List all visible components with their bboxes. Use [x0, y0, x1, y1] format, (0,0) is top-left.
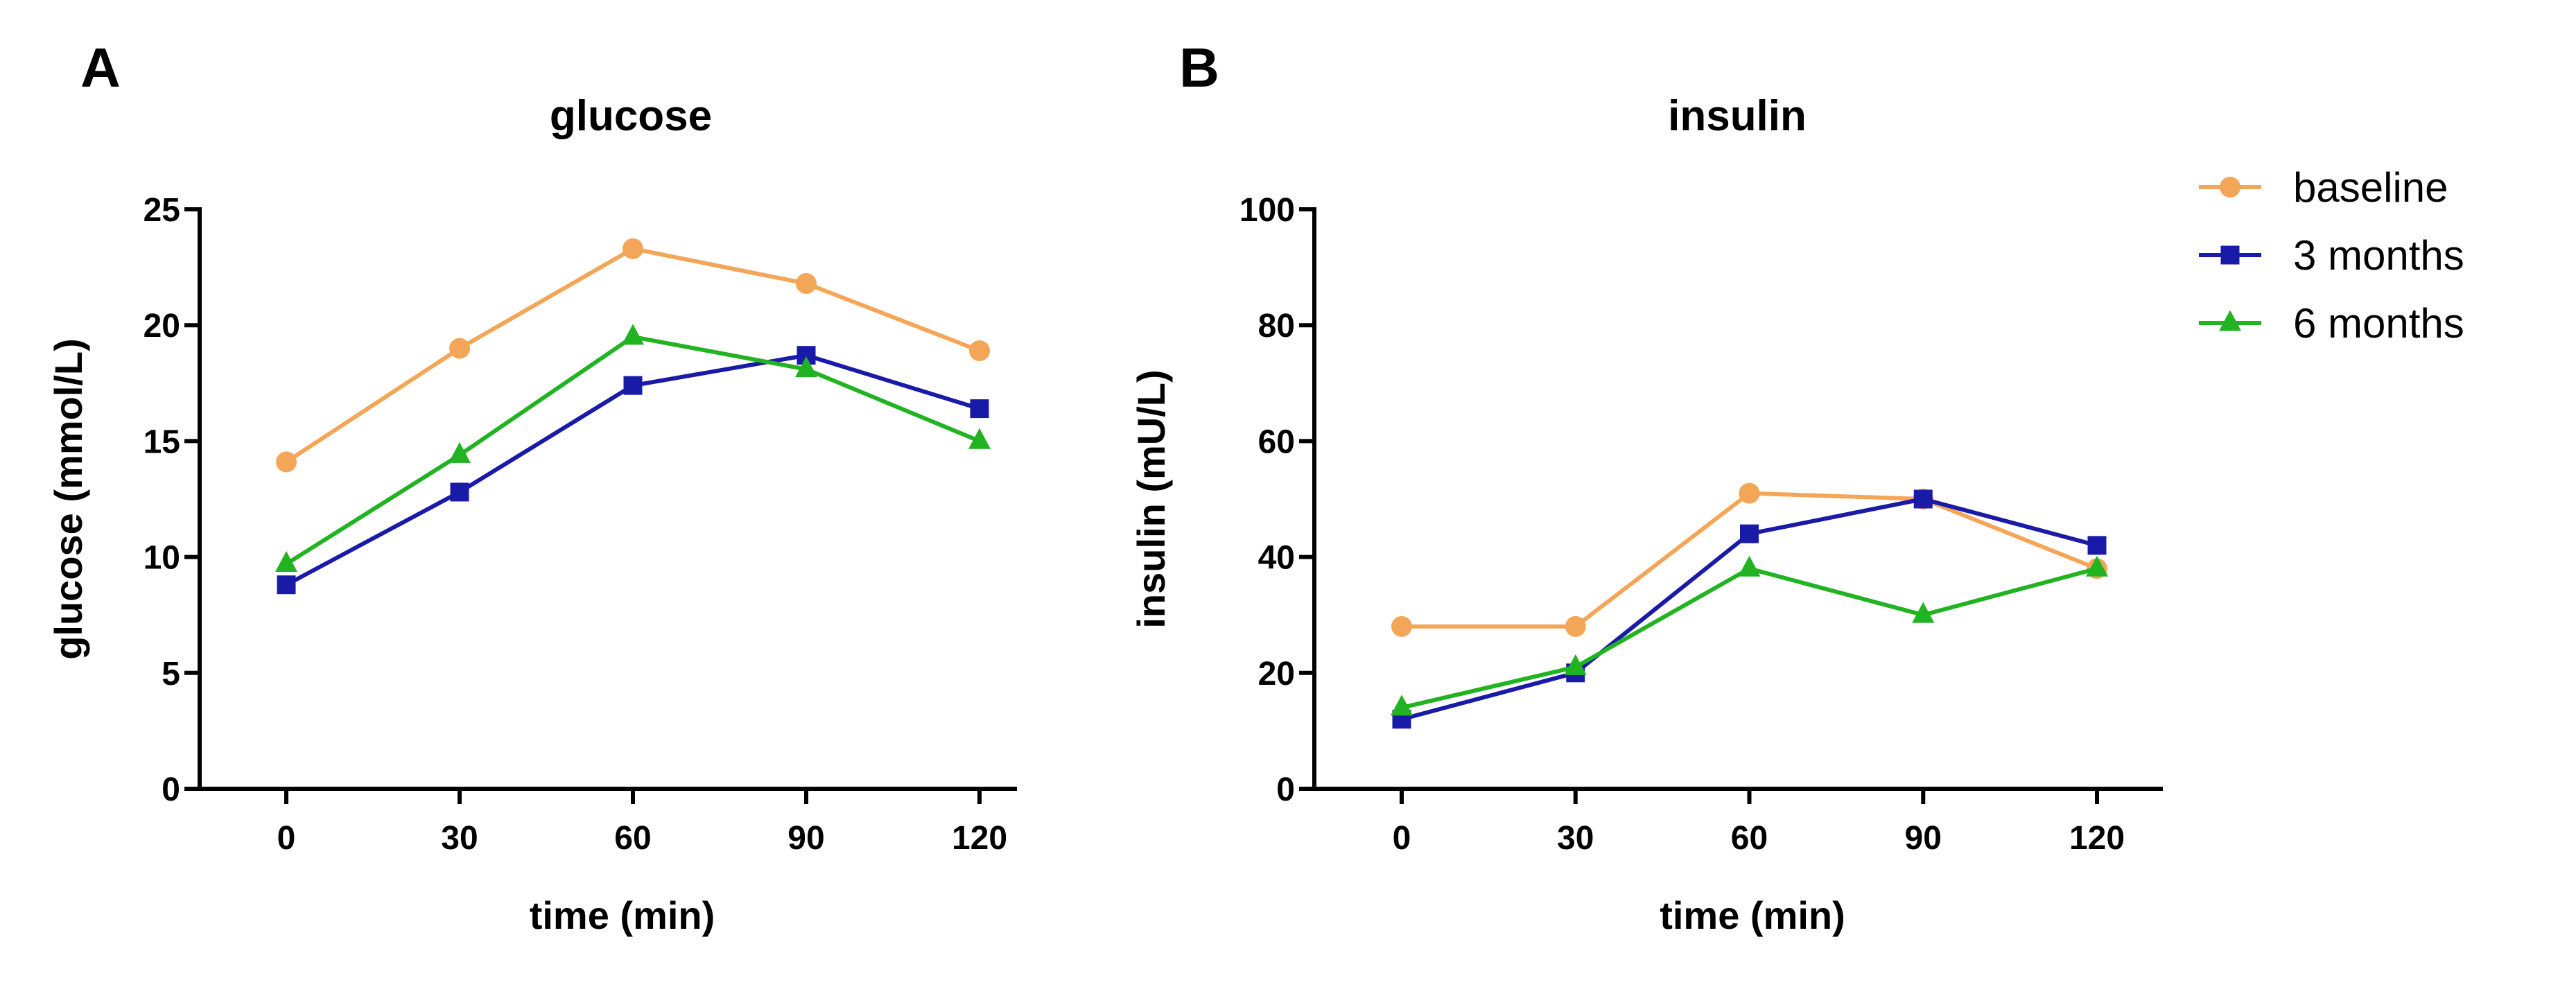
y-tick-label: 5 [162, 656, 180, 692]
data-point-3-months [623, 376, 643, 395]
data-point-baseline [1739, 482, 1760, 504]
y-axis-title: glucose (mmol/L) [46, 338, 90, 660]
legend-entry-6-months: 6 months [2199, 300, 2464, 347]
x-tick-label: 30 [441, 820, 478, 857]
data-point-baseline [1391, 615, 1412, 637]
x-tick-label: 120 [2069, 820, 2125, 857]
legend-label: 3 months [2293, 232, 2464, 279]
series-baseline [276, 238, 990, 473]
legend-marker-triangle [2219, 310, 2241, 331]
y-tick-label: 40 [1258, 540, 1295, 577]
legend-label: baseline [2293, 164, 2448, 211]
data-point-baseline [796, 273, 817, 295]
x-tick-label: 60 [1731, 820, 1768, 857]
series-3-months [277, 346, 989, 595]
x-axis-title: time (min) [530, 893, 715, 937]
series-line-baseline [285, 246, 981, 464]
data-point-3-months [1913, 489, 1933, 509]
data-point-6-months [968, 428, 991, 449]
data-point-baseline [449, 338, 470, 359]
series-line-6-months [1401, 566, 2098, 710]
x-tick-label: 90 [1905, 820, 1942, 857]
y-tick-label: 60 [1258, 423, 1295, 460]
data-point-6-months [795, 356, 817, 378]
data-point-3-months [970, 399, 989, 419]
panel-letter: A [80, 37, 121, 98]
series-6-months [275, 324, 991, 573]
data-point-6-months [275, 551, 297, 573]
y-tick-label: 80 [1258, 308, 1295, 344]
y-tick-label: 20 [1258, 656, 1295, 692]
data-point-baseline [623, 238, 643, 259]
legend-entry-3-months: 3 months [2199, 232, 2464, 279]
x-tick-label: 120 [952, 820, 1007, 857]
y-tick-label: 10 [143, 540, 180, 577]
y-axis-title: insulin (mU/L) [1129, 369, 1173, 628]
chart-title: insulin [1668, 92, 1807, 140]
data-point-6-months [1912, 602, 1935, 623]
legend-marker-square [2220, 245, 2240, 265]
data-point-6-months [1564, 654, 1587, 675]
data-point-3-months [277, 575, 296, 595]
data-point-baseline [969, 340, 990, 361]
legend-marker-circle [2220, 177, 2240, 198]
data-point-6-months [1391, 695, 1413, 716]
data-point-baseline [276, 451, 297, 473]
x-tick-label: 30 [1557, 820, 1594, 857]
x-tick-label: 0 [277, 820, 296, 857]
panel-letter: B [1179, 37, 1219, 98]
chart-title: glucose [550, 92, 712, 140]
y-tick-label: 0 [1276, 771, 1295, 808]
data-point-6-months [622, 324, 644, 345]
data-point-6-months [2086, 555, 2108, 577]
x-axis-title: time (min) [1660, 893, 1845, 937]
x-tick-label: 90 [787, 820, 824, 857]
series-3-months [1392, 489, 2107, 729]
y-tick-label: 100 [1239, 192, 1295, 229]
y-tick-label: 0 [162, 771, 180, 808]
legend-label: 6 months [2293, 300, 2464, 347]
series-6-months [1391, 555, 2108, 716]
y-tick-label: 25 [143, 192, 180, 229]
data-point-baseline [1565, 615, 1586, 637]
x-tick-label: 0 [1393, 820, 1411, 857]
data-point-3-months [1740, 524, 1759, 543]
data-point-6-months [1738, 555, 1761, 577]
data-point-6-months [449, 442, 471, 463]
y-tick-label: 20 [143, 308, 180, 344]
data-point-3-months [450, 482, 469, 502]
x-tick-label: 60 [614, 820, 651, 857]
data-point-3-months [2087, 536, 2107, 555]
legend: baseline 3 months 6 months [2199, 164, 2464, 347]
legend-entry-baseline: baseline [2199, 164, 2448, 211]
y-tick-label: 15 [143, 423, 180, 460]
